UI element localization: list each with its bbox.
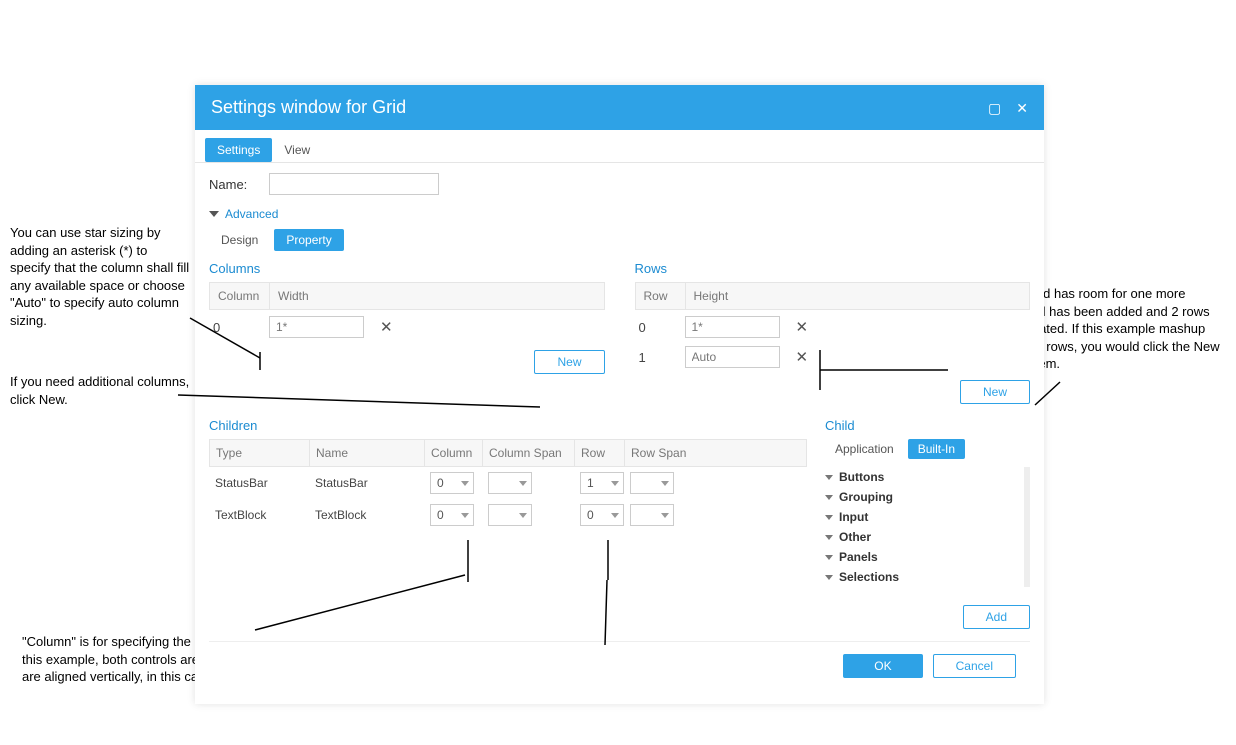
chevron-down-icon	[611, 481, 619, 486]
tab-view[interactable]: View	[272, 138, 322, 162]
rows-title: Rows	[635, 261, 1031, 276]
advanced-label: Advanced	[225, 207, 278, 221]
child-cat-buttons[interactable]: Buttons	[825, 467, 1018, 487]
columns-header-col: Column	[210, 283, 270, 309]
rows-header-row: Row	[636, 283, 686, 309]
child0-column-select[interactable]: 0	[430, 472, 474, 494]
children-header-colspan: Column Span	[483, 440, 575, 466]
child1-colspan-select[interactable]: .	[488, 504, 532, 526]
settings-window: Settings window for Grid ▢ ✕ Settings Vi…	[195, 85, 1044, 704]
annotation-star-sizing: You can use star sizing by adding an ast…	[10, 224, 190, 329]
tab-settings[interactable]: Settings	[205, 138, 272, 162]
rows-header-height: Height	[686, 283, 1030, 309]
chevron-down-icon	[825, 475, 833, 480]
chevron-down-icon	[825, 535, 833, 540]
name-label: Name:	[209, 177, 247, 192]
advanced-toggle[interactable]: Advanced	[209, 207, 278, 221]
children-row-0: StatusBar StatusBar 0 . 1 .	[209, 467, 807, 499]
chevron-down-icon	[825, 515, 833, 520]
main-tabs: Settings View	[195, 130, 1044, 163]
maximize-icon[interactable]: ▢	[988, 100, 1001, 116]
rows-row0-index: 0	[635, 320, 685, 335]
chevron-down-icon	[611, 513, 619, 518]
child1-type: TextBlock	[209, 508, 309, 522]
chevron-down-icon	[209, 211, 219, 217]
titlebar: Settings window for Grid ▢ ✕	[195, 85, 1044, 130]
child0-rowspan-select[interactable]: .	[630, 472, 674, 494]
rows-row-1: 1 ✕	[635, 340, 1031, 374]
child0-row-select[interactable]: 1	[580, 472, 624, 494]
rows-panel: Rows Row Height 0 ✕ 1 ✕ New	[635, 261, 1031, 404]
children-title: Children	[209, 418, 807, 433]
children-header-name: Name	[310, 440, 425, 466]
child-cat-selections[interactable]: Selections	[825, 567, 1018, 587]
columns-row: 0 ✕	[209, 310, 605, 344]
rows-row0-delete-icon[interactable]: ✕	[792, 318, 813, 336]
ok-button[interactable]: OK	[843, 654, 922, 678]
child-tab-application[interactable]: Application	[825, 439, 904, 459]
child0-name: StatusBar	[309, 476, 424, 490]
columns-delete-icon[interactable]: ✕	[376, 318, 397, 336]
child-tab-builtin[interactable]: Built-In	[908, 439, 965, 459]
chevron-down-icon	[461, 513, 469, 518]
child1-column-select[interactable]: 0	[430, 504, 474, 526]
rows-row0-height-input[interactable]	[685, 316, 780, 338]
children-row-1: TextBlock TextBlock 0 . 0 .	[209, 499, 807, 531]
columns-row-index: 0	[209, 320, 269, 335]
chevron-down-icon	[519, 481, 527, 486]
chevron-down-icon	[661, 481, 669, 486]
children-header-type: Type	[210, 440, 310, 466]
children-panel: Children Type Name Column Column Span Ro…	[209, 418, 807, 629]
rows-row1-height-input[interactable]	[685, 346, 780, 368]
child-cat-other[interactable]: Other	[825, 527, 1018, 547]
subtab-design[interactable]: Design	[209, 229, 270, 251]
columns-width-input[interactable]	[269, 316, 364, 338]
rows-row-0: 0 ✕	[635, 310, 1031, 344]
window-title: Settings window for Grid	[211, 97, 406, 118]
rows-row1-delete-icon[interactable]: ✕	[792, 348, 813, 366]
children-header-column: Column	[425, 440, 483, 466]
child-add-button[interactable]: Add	[963, 605, 1030, 629]
rows-row1-index: 1	[635, 350, 685, 365]
columns-title: Columns	[209, 261, 605, 276]
annotation-new-columns: If you need additional columns, click Ne…	[10, 373, 190, 408]
child-cat-input[interactable]: Input	[825, 507, 1018, 527]
close-icon[interactable]: ✕	[1016, 100, 1028, 116]
columns-header-width: Width	[270, 283, 604, 309]
name-input[interactable]	[269, 173, 439, 195]
chevron-down-icon	[825, 495, 833, 500]
chevron-down-icon	[461, 481, 469, 486]
child0-colspan-select[interactable]: .	[488, 472, 532, 494]
children-header-row: Row	[575, 440, 625, 466]
chevron-down-icon	[519, 513, 527, 518]
children-header-rowspan: Row Span	[625, 440, 806, 466]
child-cat-grouping[interactable]: Grouping	[825, 487, 1018, 507]
chevron-down-icon	[825, 575, 833, 580]
columns-new-button[interactable]: New	[534, 350, 604, 374]
child-category-list: Buttons Grouping Input Other Panels Sele…	[825, 467, 1030, 587]
child1-name: TextBlock	[309, 508, 424, 522]
subtab-property[interactable]: Property	[274, 229, 343, 251]
rows-new-button[interactable]: New	[960, 380, 1030, 404]
child-title: Child	[825, 418, 1030, 433]
child1-rowspan-select[interactable]: .	[630, 504, 674, 526]
chevron-down-icon	[661, 513, 669, 518]
columns-panel: Columns Column Width 0 ✕ New	[209, 261, 605, 404]
child0-type: StatusBar	[209, 476, 309, 490]
chevron-down-icon	[825, 555, 833, 560]
footer: OK Cancel	[209, 641, 1030, 690]
child-panel: Child Application Built-In Buttons Group…	[825, 418, 1030, 629]
child-cat-panels[interactable]: Panels	[825, 547, 1018, 567]
cancel-button[interactable]: Cancel	[933, 654, 1016, 678]
child1-row-select[interactable]: 0	[580, 504, 624, 526]
